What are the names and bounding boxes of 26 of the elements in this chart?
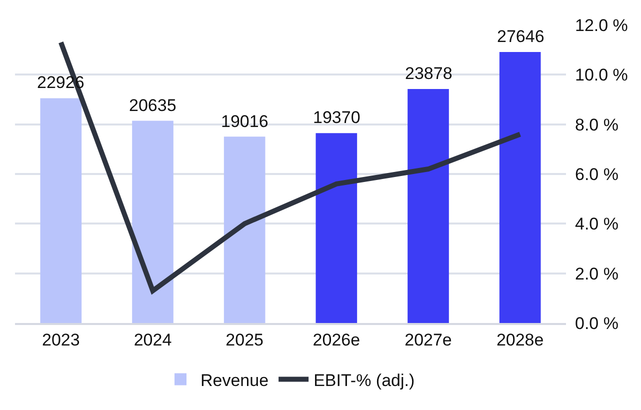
- data-label: 19016: [221, 112, 268, 131]
- data-label: 23878: [405, 64, 452, 83]
- data-label: 19370: [313, 108, 360, 127]
- x-tick-label: 2027e: [404, 330, 452, 350]
- bar: [316, 133, 358, 323]
- y2-tick-label: 12.0 %: [575, 16, 628, 35]
- x-tick-label: 2025: [226, 330, 264, 350]
- bar: [499, 52, 541, 323]
- x-tick-label: 2026e: [312, 330, 360, 350]
- y2-tick-label: 0.0 %: [575, 314, 618, 333]
- legend-label: EBIT-% (adj.): [314, 370, 415, 390]
- y2-tick-label: 10.0 %: [575, 66, 628, 85]
- data-label: 27646: [497, 27, 544, 46]
- y2-tick-label: 4.0 %: [575, 214, 618, 234]
- bar: [408, 88, 449, 323]
- bar: [224, 136, 266, 323]
- y2-tick-label: 8.0 %: [575, 115, 618, 134]
- bar: [132, 120, 174, 323]
- y2-tick-label: 6.0 %: [575, 164, 618, 184]
- legend-label: Revenue: [200, 370, 269, 390]
- data-label: 20635: [129, 96, 176, 115]
- bar: [40, 98, 82, 323]
- x-tick-label: 2028e: [496, 330, 544, 350]
- x-tick-label: 2023: [42, 330, 80, 350]
- x-tick-label: 2024: [134, 330, 172, 350]
- y2-tick-label: 2.0 %: [575, 264, 618, 284]
